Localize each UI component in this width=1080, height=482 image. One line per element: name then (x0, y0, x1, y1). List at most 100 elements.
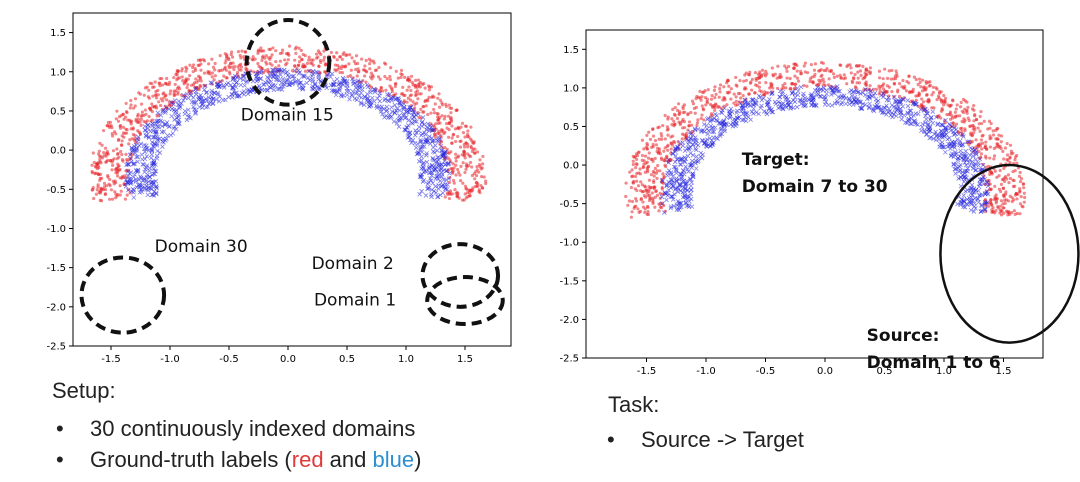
x-tick-label: 0.5 (339, 354, 355, 365)
blue-point (424, 159, 430, 165)
red-point (423, 99, 427, 104)
red-point (988, 137, 992, 141)
blue-point (940, 122, 946, 128)
blue-point (171, 102, 176, 107)
red-point (427, 88, 432, 92)
red-point (993, 195, 997, 199)
blue-point (982, 207, 988, 212)
blue-point (242, 73, 247, 79)
blue-point (125, 187, 131, 193)
red-point (776, 64, 780, 68)
red-point (110, 168, 114, 172)
red-point (443, 114, 447, 118)
red-point (743, 85, 747, 90)
red-point (980, 121, 984, 126)
red-point (734, 95, 738, 99)
red-point (999, 199, 1004, 203)
red-point (792, 66, 796, 70)
red-point (635, 179, 639, 183)
blue-point (416, 124, 422, 130)
labels-suffix: ) (414, 447, 422, 472)
red-point (958, 114, 962, 118)
red-point (472, 141, 476, 145)
red-point (984, 140, 988, 144)
red-point (687, 124, 691, 128)
blue-point (818, 86, 824, 92)
setup-bullet-labels: Ground-truth labels (red and blue) (52, 444, 421, 475)
red-point (960, 109, 964, 113)
blue-point (145, 192, 151, 198)
red-point (764, 81, 768, 85)
red-point (1010, 211, 1014, 215)
blue-point (741, 117, 746, 123)
red-point (90, 170, 94, 174)
red-point (444, 104, 448, 109)
blue-point (671, 203, 677, 209)
blue-point (430, 180, 436, 186)
red-point (920, 97, 924, 101)
blue-point (721, 118, 727, 124)
blue-point (677, 200, 682, 206)
red-point (763, 90, 767, 94)
blue-point (914, 102, 919, 107)
red-point (223, 52, 227, 56)
blue-point (682, 155, 688, 160)
blue-point (163, 138, 168, 143)
red-point (298, 55, 302, 59)
red-point (641, 166, 645, 170)
red-point (417, 82, 421, 86)
red-point (997, 133, 1001, 137)
red-point (675, 108, 680, 112)
red-point (409, 74, 414, 78)
red-point (953, 110, 957, 114)
red-point (113, 190, 117, 194)
y-tick-label: 0.0 (563, 161, 579, 172)
red-point (469, 125, 473, 129)
red-point (911, 87, 915, 91)
blue-point (423, 139, 429, 145)
red-point (355, 74, 359, 78)
red-point (347, 62, 351, 66)
blue-point (681, 168, 686, 174)
red-point (907, 74, 911, 78)
blue-point (291, 73, 296, 79)
blue-point (160, 144, 165, 149)
blue-point (981, 162, 986, 168)
red-point (696, 95, 701, 100)
blue-point (166, 106, 172, 112)
red-point (937, 114, 941, 118)
x-tick-label: -1.5 (637, 366, 657, 377)
red-point (233, 64, 237, 69)
red-point (974, 118, 979, 122)
blue-point (239, 90, 245, 96)
red-point (228, 62, 233, 66)
red-point (452, 181, 456, 185)
blue-point (164, 120, 170, 125)
red-point (732, 92, 736, 96)
red-point (671, 107, 675, 111)
red-point (652, 171, 656, 175)
blue-point (970, 197, 976, 203)
red-point (655, 146, 660, 150)
red-point (950, 114, 954, 118)
blue-point (682, 148, 688, 154)
red-point (474, 181, 478, 185)
y-tick-label: -2.5 (46, 342, 66, 353)
blue-point (136, 177, 142, 182)
blue-point (688, 183, 694, 189)
blue-point (358, 79, 364, 85)
blue-point (858, 99, 863, 105)
red-point (735, 103, 739, 107)
red-point (883, 89, 887, 93)
red-point (1002, 195, 1006, 199)
red-point (969, 132, 973, 136)
blue-point (349, 92, 355, 97)
red-point (464, 124, 468, 129)
red-point (994, 209, 998, 213)
red-point (475, 150, 480, 154)
red-point (419, 107, 423, 111)
blue-point (163, 105, 169, 110)
red-point (686, 112, 690, 116)
red-point (819, 74, 823, 79)
blue-point (837, 88, 842, 94)
